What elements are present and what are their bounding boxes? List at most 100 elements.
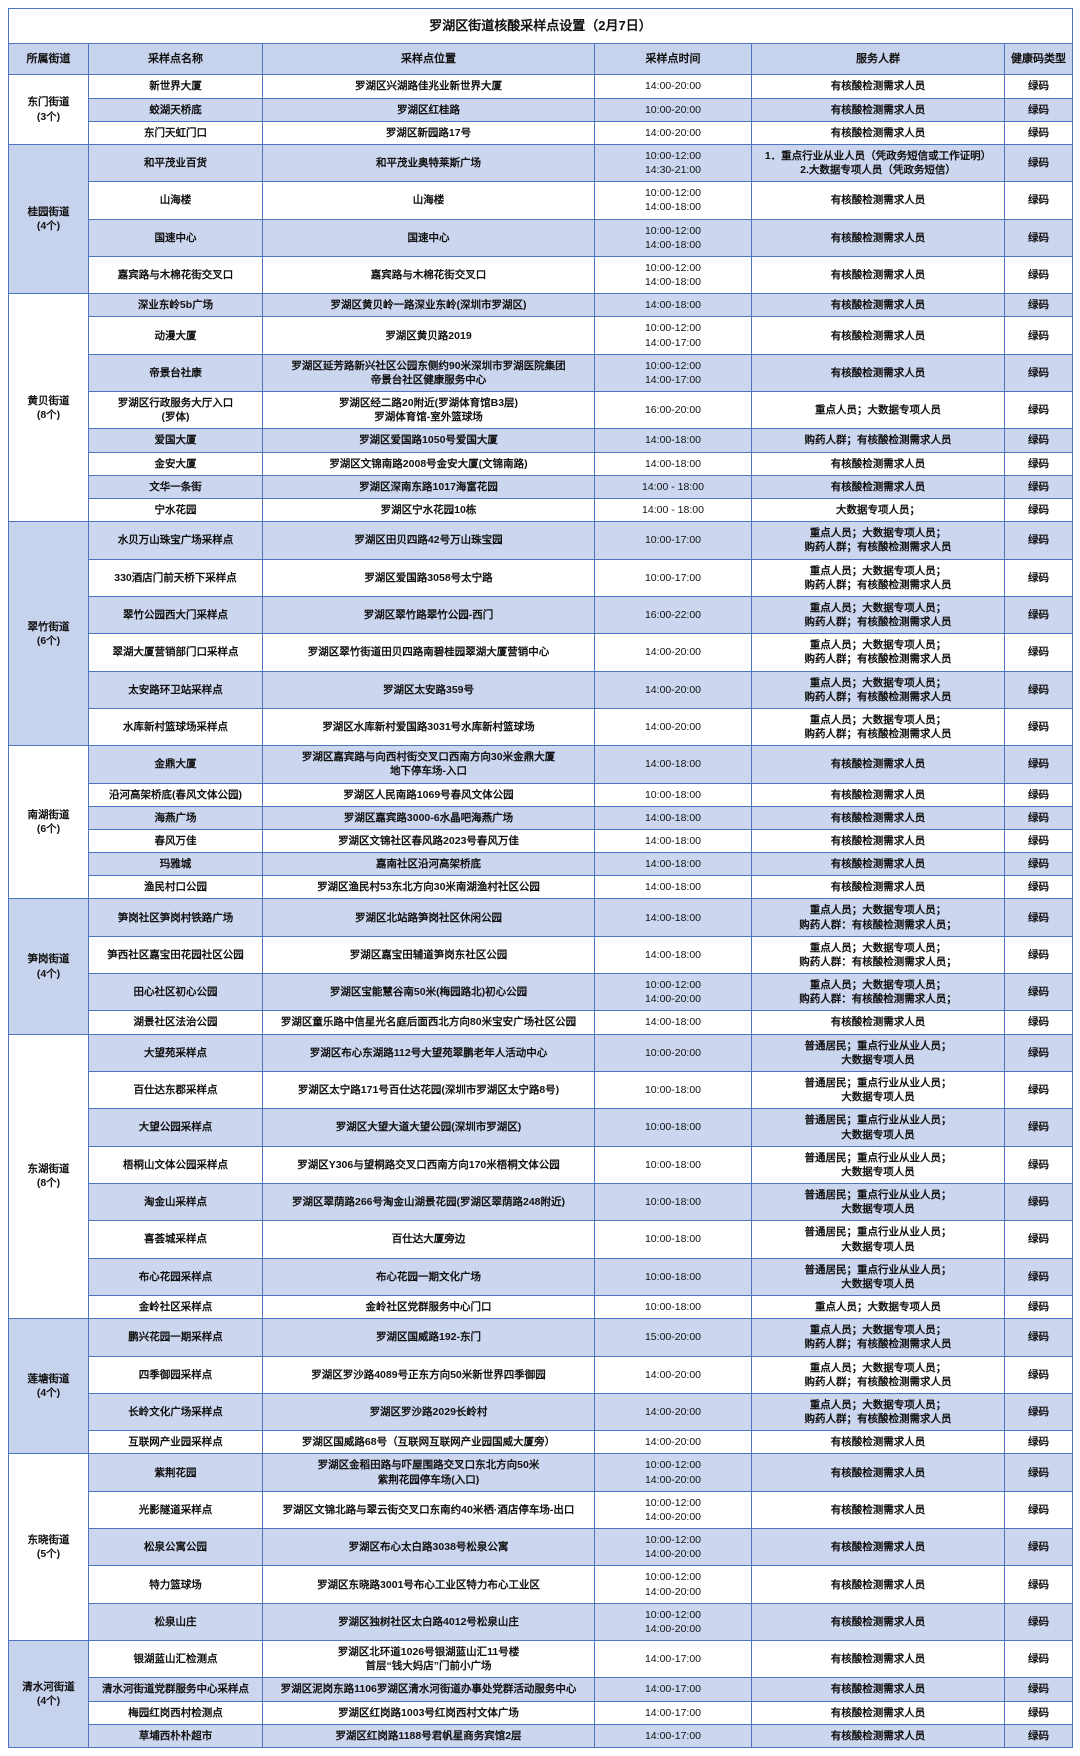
time-cell: 14:00-18:00 <box>594 898 752 937</box>
time-cell: 14:00-18:00 <box>594 293 752 318</box>
health-code-cell: 绿码 <box>1004 1318 1073 1357</box>
location-cell: 罗湖区北环道1026号银湖蓝山汇11号楼 首层“钱大妈店”门前小广场 <box>262 1640 595 1679</box>
street-cell: 翠竹街道 (6个) <box>8 521 89 747</box>
site-name-cell: 帝景台社康 <box>88 353 263 393</box>
street-cell: 黄贝街道 (8个) <box>8 293 89 523</box>
health-code-cell: 绿码 <box>1004 707 1073 747</box>
location-cell: 罗湖区宁水花园10栋 <box>262 497 595 523</box>
site-name-cell: 太安路环卫站采样点 <box>88 670 263 709</box>
column-header-site-name: 采样点名称 <box>88 42 263 76</box>
table-row: 清水河街道 (4个) 银湖蓝山汇检测点 罗湖区北环道1026号银湖蓝山汇11号楼 首… <box>8 1640 1073 1748</box>
service-group-cell: 有核酸检测需求人员 <box>751 316 1005 355</box>
service-group-cell: 有核酸检测需求人员 <box>751 74 1005 99</box>
street-cell: 笋岗街道 (4个) <box>8 898 89 1035</box>
health-code-cell: 绿码 <box>1004 1490 1073 1530</box>
time-cell: 10:00-12:00 14:00-18:00 <box>594 181 752 220</box>
service-group-cell: 有核酸检测需求人员 <box>751 1677 1005 1702</box>
health-code-cell: 绿码 <box>1004 74 1073 99</box>
site-name-cell: 田心社区初心公园 <box>88 973 263 1012</box>
time-cell: 10:00-17:00 <box>594 558 752 597</box>
health-code-cell: 绿码 <box>1004 805 1073 830</box>
time-cell: 14:00-20:00 <box>594 74 752 99</box>
table-row: 松泉山庄 罗湖区独树社区太白路4012号松泉山庄 10:00-12:00 14:00… <box>9 1602 1073 1642</box>
health-code-cell: 绿码 <box>1004 497 1073 523</box>
column-header-time: 采样点时间 <box>594 42 752 76</box>
service-group-cell: 有核酸检测需求人员 <box>751 828 1005 854</box>
location-cell: 罗湖区翠荫路266号淘金山湖景花园(罗湖区翠荫路248附近) <box>262 1183 595 1222</box>
location-cell: 嘉南社区沿河高架桥底 <box>262 852 595 877</box>
health-code-cell: 绿码 <box>1004 218 1073 257</box>
column-header-street: 所属街道 <box>8 42 89 76</box>
site-name-cell: 渔民村口公园 <box>88 875 263 900</box>
time-cell: 14:00-18:00 <box>594 451 752 476</box>
location-cell: 罗湖区田贝四路42号万山珠宝园 <box>262 521 595 560</box>
service-group-cell: 有核酸检测需求人员 <box>751 255 1005 295</box>
table-row: 草埔西朴朴超市 罗湖区红岗路1188号君帆星商务宾馆2层 14:00-17:00 有核… <box>9 1723 1073 1749</box>
health-code-cell: 绿码 <box>1004 1183 1073 1222</box>
health-code-cell: 绿码 <box>1004 353 1073 393</box>
table-row: 梅园红岗西村检测点 罗湖区红岗路1003号红岗西村文体广场 14:00-17:00 有… <box>9 1700 1073 1725</box>
site-name-cell: 光影隧道采样点 <box>88 1490 263 1530</box>
site-name-cell: 特力篮球场 <box>88 1565 263 1604</box>
site-name-cell: 金岭社区采样点 <box>88 1295 263 1320</box>
site-name-cell: 翠竹公园西大门采样点 <box>88 595 263 635</box>
title-row: 罗湖区街道核酸采样点设置（2月7日） <box>8 8 1073 44</box>
time-cell: 14:00-18:00 <box>594 745 752 784</box>
location-cell: 罗湖区嘉宝田辅道笋岗东社区公园 <box>262 935 595 975</box>
service-group-cell: 有核酸检测需求人员 <box>751 1430 1005 1455</box>
site-name-cell: 330酒店门前天桥下采样点 <box>88 558 263 597</box>
street-cell: 桂园街道 (4个) <box>8 143 89 295</box>
site-name-cell: 清水河街道党群服务中心采样点 <box>88 1677 263 1702</box>
time-cell: 14:00-18:00 <box>594 828 752 854</box>
site-name-cell: 金安大厦 <box>88 451 263 476</box>
health-code-cell: 绿码 <box>1004 316 1073 355</box>
time-cell: 10:00-18:00 <box>594 1257 752 1297</box>
site-name-cell: 蛟湖天桥底 <box>88 97 263 122</box>
site-name-cell: 互联网产业园采样点 <box>88 1430 263 1455</box>
service-group-cell: 重点人员；大数据专项人员； 购药人群；有核酸检测需求人员 <box>751 521 1005 560</box>
service-group-cell: 有核酸检测需求人员 <box>751 353 1005 393</box>
time-cell: 14:00-20:00 <box>594 1355 752 1394</box>
time-cell: 14:00-17:00 <box>594 1723 752 1749</box>
time-cell: 14:00 - 18:00 <box>594 497 752 523</box>
table-row: 翠竹公园西大门采样点 罗湖区翠竹路翠竹公园-西门 16:00-22:00 重点人员；大… <box>9 595 1073 635</box>
site-name-cell: 淘金山采样点 <box>88 1183 263 1222</box>
health-code-cell: 绿码 <box>1004 97 1073 122</box>
location-cell: 罗湖区太安路359号 <box>262 670 595 709</box>
location-cell: 布心花园一期文化广场 <box>262 1257 595 1297</box>
table-body: 东门街道 (3个) 新世界大厦 罗湖区兴湖路佳兆业新世界大厦 14:00-20:00 有… <box>8 74 1073 1749</box>
time-cell: 10:00-18:00 <box>594 1108 752 1147</box>
service-group-cell: 普通居民；重点行业从业人员； 大数据专项人员 <box>751 1070 1005 1110</box>
service-group-cell: 重点人员；大数据专项人员； 购药人群；有核酸检测需求人员 <box>751 707 1005 747</box>
site-name-cell: 笋西社区嘉宝田花园社区公园 <box>88 935 263 975</box>
table-row: 太安路环卫站采样点 罗湖区太安路359号 14:00-20:00 重点人员；大数据专项… <box>9 670 1073 709</box>
time-cell: 14:00-18:00 <box>594 852 752 877</box>
header-row: 所属街道 采样点名称 采样点位置 采样点时间 服务人群 健康码类型 <box>8 42 1073 76</box>
location-cell: 罗湖区文锦南路2008号金安大厦(文锦南路) <box>262 451 595 476</box>
service-group-cell: 重点人员；大数据专项人员； 购药人群；有核酸检测需求人员 <box>751 670 1005 709</box>
site-name-cell: 笋岗社区笋岗村铁路广场 <box>88 898 263 937</box>
health-code-cell: 绿码 <box>1004 1700 1073 1725</box>
location-cell: 罗湖区泥岗东路1106罗湖区清水河街道办事处党群活动服务中心 <box>262 1677 595 1702</box>
table-row: 沿河高架桥底(春风文体公园) 罗湖区人民南路1069号春风文体公园 10:00-18… <box>9 782 1073 807</box>
table-row: 爱国大厦 罗湖区爱国路1050号爱国大厦 14:00-18:00 购药人群；有核酸检测… <box>9 428 1073 453</box>
location-cell: 罗湖区文锦社区春风路2023号春风万佳 <box>262 828 595 854</box>
service-group-cell: 重点人员；大数据专项人员； 购药人群；有核酸检测需求人员 <box>751 1318 1005 1357</box>
health-code-cell: 绿码 <box>1004 521 1073 560</box>
time-cell: 10:00-20:00 <box>594 97 752 122</box>
location-cell: 罗湖区布心东湖路112号大望苑翠鹏老年人活动中心 <box>262 1033 595 1072</box>
table-row: 玛雅城 嘉南社区沿河高架桥底 14:00-18:00 有核酸检测需求人员 绿码 <box>9 852 1073 877</box>
site-name-cell: 春风万佳 <box>88 828 263 854</box>
service-group-cell: 有核酸检测需求人员 <box>751 1602 1005 1642</box>
location-cell: 罗湖区大望大道大望公园(深圳市罗湖区) <box>262 1108 595 1147</box>
time-cell: 15:00-20:00 <box>594 1318 752 1357</box>
site-name-cell: 梅园红岗西村检测点 <box>88 1700 263 1725</box>
health-code-cell: 绿码 <box>1004 1565 1073 1604</box>
table-row: 翠竹街道 (6个) 水贝万山珠宝广场采样点 罗湖区田贝四路42号万山珠宝园 10:00… <box>8 521 1073 747</box>
site-name-cell: 翠湖大厦营销部门口采样点 <box>88 633 263 672</box>
time-cell: 10:00-12:00 14:00-20:00 <box>594 1565 752 1604</box>
service-group-cell: 有核酸检测需求人员 <box>751 181 1005 220</box>
table-row: 松泉公寓公园 罗湖区布心太白路3038号松泉公寓 10:00-12:00 14:00… <box>9 1528 1073 1567</box>
time-cell: 10:00-12:00 14:00-20:00 <box>594 973 752 1012</box>
time-cell: 14:00-18:00 <box>594 875 752 900</box>
